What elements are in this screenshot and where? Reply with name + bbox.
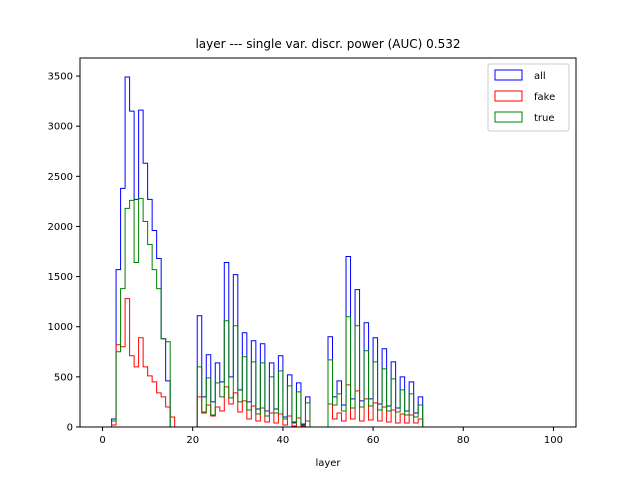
legend: all fake true: [487, 63, 570, 132]
x-axis-label: layer: [315, 458, 341, 469]
x-tick-label: 20: [186, 435, 199, 446]
legend-swatch-fake: [494, 90, 523, 102]
legend-label-fake: fake: [534, 92, 555, 103]
y-tick-label: 1000: [48, 322, 73, 333]
series-true: [111, 197, 432, 428]
y-tick-label: 3000: [48, 122, 73, 133]
x-tick-label: 60: [367, 435, 380, 446]
legend-label-true: true: [534, 113, 555, 124]
legend-box: [487, 63, 570, 132]
y-tick-label: 2000: [48, 222, 73, 233]
legend-label-all: all: [534, 71, 546, 82]
chart-title: layer --- single var. discr. power (AUC)…: [195, 37, 460, 51]
x-tick-label: 100: [544, 435, 563, 446]
x-tick-label: 40: [277, 435, 290, 446]
y-tick-label: 2500: [48, 172, 73, 183]
y-tick-label: 500: [54, 372, 73, 383]
series-all: [111, 76, 432, 428]
x-tick-label: 80: [457, 435, 470, 446]
legend-swatch-true: [494, 111, 523, 123]
y-tick-label: 3500: [48, 72, 73, 83]
y-tick-label: 1500: [48, 272, 73, 283]
legend-swatch-all: [494, 69, 523, 81]
axes-frame: [79, 57, 577, 428]
x-tick-label: 0: [99, 435, 105, 446]
y-tick-label: 0: [67, 423, 73, 434]
